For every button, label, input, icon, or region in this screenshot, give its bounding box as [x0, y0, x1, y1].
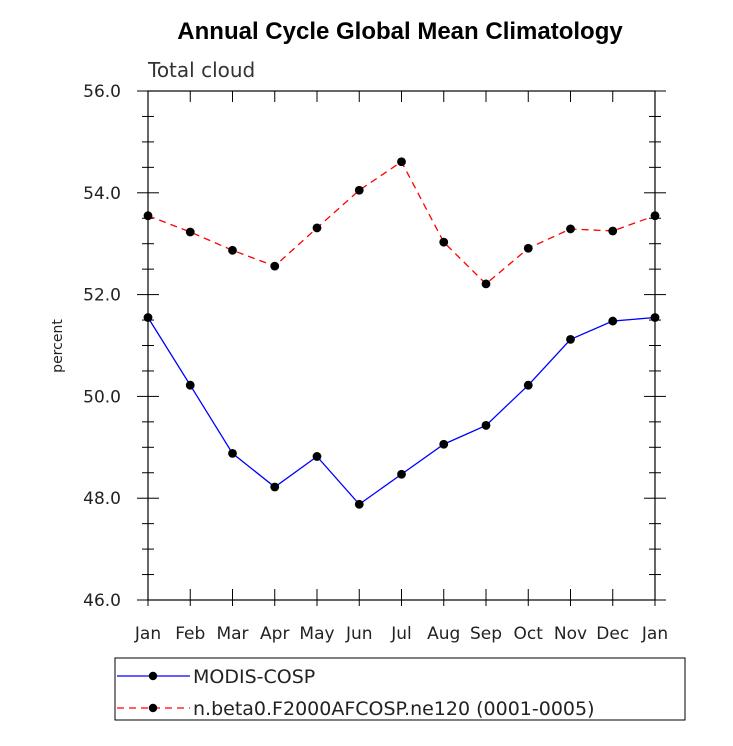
legend: MODIS-COSP n.beta0.F2000AFCOSP.ne120 (00…	[114, 657, 686, 721]
data-point	[481, 279, 491, 289]
chart-title: Annual Cycle Global Mean Climatology	[177, 18, 623, 45]
x-tick-label: Jul	[390, 624, 412, 644]
data-point	[312, 223, 322, 233]
series-layer	[143, 157, 660, 509]
y-tick-label: 56.0	[83, 82, 121, 102]
data-point	[566, 334, 575, 344]
data-point	[228, 245, 237, 255]
x-tick-label: May	[299, 624, 334, 644]
x-tick-label: Sep	[470, 624, 502, 644]
data-point	[650, 211, 660, 221]
x-tick-label: Aug	[427, 624, 460, 644]
data-point	[608, 316, 618, 326]
data-point	[354, 185, 364, 195]
y-axis-label: percent	[50, 319, 66, 373]
data-point	[650, 313, 660, 322]
x-tick-label: Jun	[345, 624, 373, 644]
y-tick-label: 52.0	[83, 286, 121, 306]
data-point	[397, 469, 406, 479]
data-point	[228, 449, 237, 458]
x-tick-label: Apr	[260, 624, 289, 644]
data-point	[608, 226, 618, 236]
chart-subtitle: Total cloud	[147, 58, 255, 82]
data-point	[566, 224, 575, 234]
series-line-1	[147, 160, 656, 285]
data-point	[143, 211, 153, 221]
data-point	[312, 452, 322, 461]
x-tick-label: Jan	[641, 624, 668, 644]
legend-label-modis: MODIS-COSP	[193, 666, 315, 688]
x-tick-label: Dec	[596, 624, 629, 644]
data-point	[439, 237, 449, 247]
data-point	[185, 227, 195, 237]
data-point	[397, 157, 406, 167]
y-tick-label: 46.0	[83, 591, 121, 611]
y-tick-label: 50.0	[83, 387, 121, 407]
x-tick-label: Jan	[134, 624, 161, 644]
legend-marker-modis	[148, 671, 158, 681]
data-point	[439, 439, 449, 449]
data-point	[185, 380, 195, 390]
x-tick-label: Oct	[514, 624, 544, 644]
x-tick-label: Nov	[554, 624, 587, 644]
data-point	[270, 482, 280, 492]
data-point	[523, 243, 533, 253]
legend-box	[114, 657, 686, 721]
data-point	[481, 421, 491, 430]
y-tick-label: 54.0	[83, 184, 121, 204]
data-point	[143, 313, 153, 322]
plot-frame	[147, 90, 656, 601]
data-point	[270, 261, 280, 271]
legend-label-model: n.beta0.F2000AFCOSP.ne120 (0001-0005)	[193, 698, 595, 720]
x-tick-label: Mar	[216, 624, 248, 644]
y-tick-label: 48.0	[83, 489, 121, 509]
legend-marker-model	[148, 703, 158, 713]
data-point	[523, 380, 533, 390]
x-tick-label: Feb	[175, 624, 205, 644]
data-point	[354, 499, 364, 509]
axis-ticks: Jan Feb Mar Apr May Jun Jul Aug Sep Oct Nov Dec Jan 4…	[83, 82, 668, 644]
